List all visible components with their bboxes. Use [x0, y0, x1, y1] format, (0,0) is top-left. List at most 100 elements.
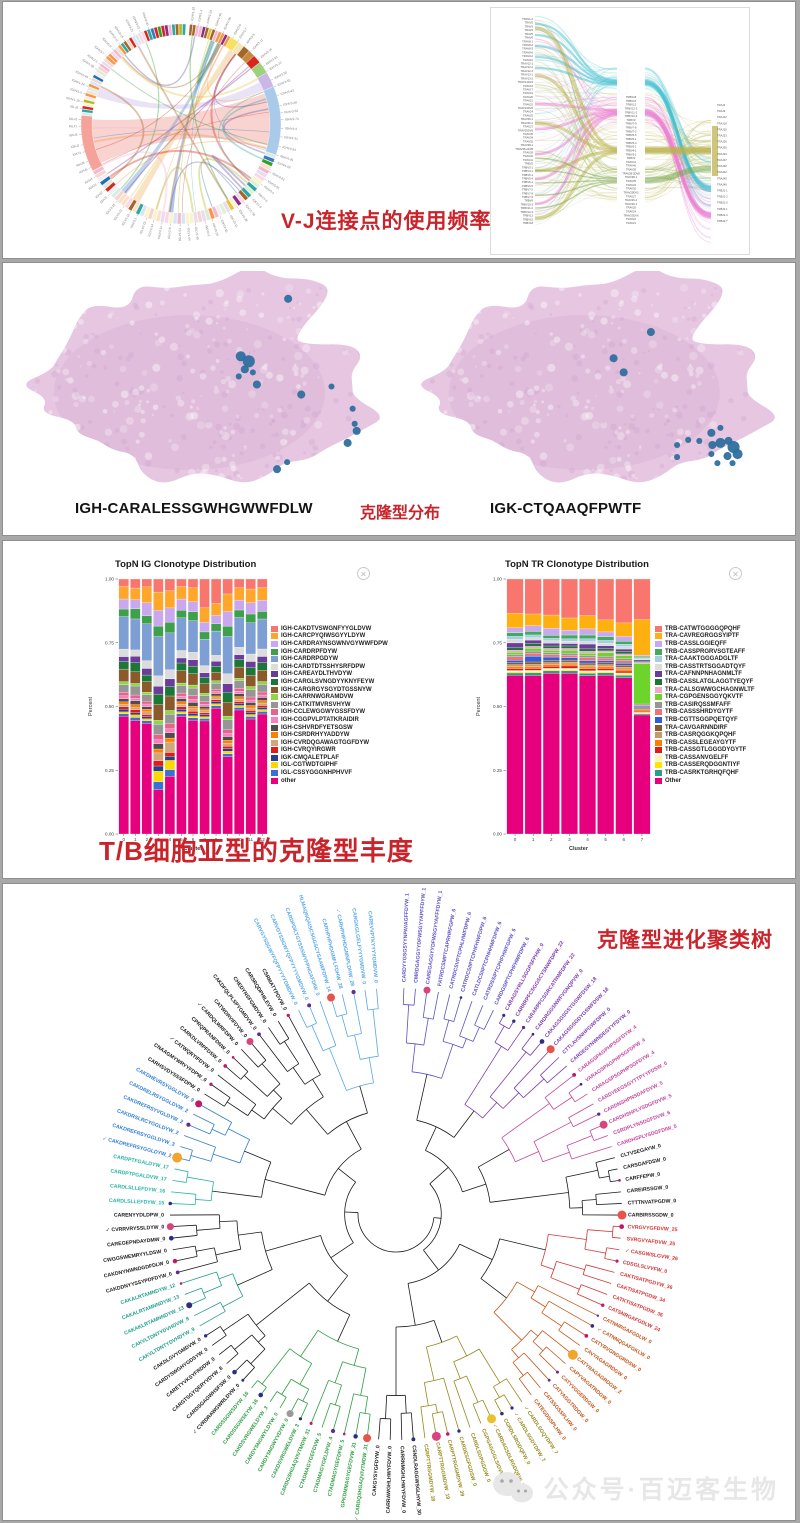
svg-text:TRAV39: TRAV39 — [523, 151, 533, 155]
legend-item: IGH-CVRQYIRGWR — [271, 747, 388, 755]
circos-chord-diagram: IGHV1-18 IGHV1-2 IGHV1-24 IGHV1-46 IGHV1-69 I… — [66, 6, 299, 241]
svg-text:IGHV3-74: IGHV3-74 — [285, 117, 299, 122]
svg-text:5: 5 — [604, 837, 607, 842]
panel-clonotype-abundance: TopN IG Clonotype Distribution 0.00 0.25 0… — [2, 540, 796, 879]
x-axis: 0 1 2 3 4 5 6 7 Cluster — [514, 834, 644, 852]
svg-text:IGHV3-33: IGHV3-33 — [277, 78, 292, 87]
svg-text:2: 2 — [146, 837, 149, 842]
svg-text:TRAV8-1: TRAV8-1 — [522, 39, 533, 43]
legend-item: TRB-CASSSHRDYGYTF — [655, 709, 755, 717]
svg-text:TRBV2: TRBV2 — [627, 156, 636, 160]
svg-text:CAREGEPNDAYDMW_0: CAREGEPNDAYDMW_0 — [107, 1236, 166, 1248]
svg-text:IGHJ5: IGHJ5 — [78, 167, 88, 175]
svg-text:IGHV3-53: IGHV3-53 — [284, 109, 298, 115]
legend-item: IGH-CARGRGYSGYDTGSSNYW — [271, 686, 388, 694]
svg-text:CARDPTPGALDVW_17: CARDPTPGALDVW_17 — [110, 1168, 167, 1182]
svg-text:TRAV35: TRAV35 — [626, 179, 636, 183]
legend-item: TRA-CAVREGRGGSYIPTF — [655, 633, 755, 641]
svg-text:TRBV6-5: TRBV6-5 — [522, 184, 534, 188]
svg-text:TRAV22: TRAV22 — [523, 102, 533, 106]
svg-text:TRBV13: TRBV13 — [523, 214, 534, 218]
svg-text:IGHV4-59: IGHV4-59 — [277, 161, 292, 170]
svg-text:TRBV5-4: TRBV5-4 — [625, 141, 637, 145]
svg-text:IGKV1-9: IGKV1-9 — [251, 198, 262, 210]
svg-text:TRAV22: TRAV22 — [626, 217, 636, 221]
svg-text:0.75: 0.75 — [105, 640, 114, 645]
svg-text:TRAV23DV6: TRAV23DV6 — [518, 106, 534, 110]
svg-text:TRAV13-1: TRAV13-1 — [521, 73, 534, 77]
svg-text:TRAV34: TRAV34 — [626, 183, 636, 187]
svg-text:Cluster: Cluster — [569, 846, 589, 852]
svg-text:TRBV7-9: TRBV7-9 — [522, 195, 534, 199]
circos-chords — [92, 35, 270, 213]
legend-item: TRA-CALSGWWGCHAGNWLTF — [655, 686, 755, 694]
ig-chart-options-icon[interactable]: ✕ — [357, 567, 370, 580]
svg-text:TRAJ42: TRAJ42 — [717, 170, 727, 174]
svg-text:TRAV2: TRAV2 — [525, 21, 534, 25]
svg-text:TRAJ9: TRAJ9 — [717, 109, 726, 113]
svg-text:Cluster: Cluster — [184, 846, 204, 852]
svg-text:IGHV3-30: IGHV3-30 — [274, 70, 288, 80]
svg-text:TRBV7-9: TRBV7-9 — [625, 122, 637, 126]
svg-text:TRAV9-2: TRAV9-2 — [522, 54, 533, 58]
svg-text:TRBV12-3: TRBV12-3 — [625, 106, 638, 110]
svg-text:3: 3 — [568, 837, 571, 842]
panel-clonotype-spatial: IGH-CARALESSGWHGWWFDLW 克隆型分布 IGK-CTQAAQF… — [2, 262, 796, 536]
svg-text:IGHV1-46: IGHV1-46 — [75, 70, 89, 80]
svg-text:TRAV38-1: TRAV38-1 — [521, 143, 534, 147]
legend-item: IGH-CARCPYQIWSGYYLDYW — [271, 633, 388, 641]
svg-text:CSRPTTRGGMDYW_18: CSRPTTRGGMDYW_18 — [422, 1444, 435, 1502]
svg-text:TRBV9: TRBV9 — [627, 118, 636, 122]
dendrogram-leaf-labels: CARDYYGSGSYYNPAVAGFFDYW_1 CMRDGAGGYYDFWSG… — [102, 887, 678, 1520]
legend-item: IGH-CARDTDTSSHYSRFDPW — [271, 663, 388, 671]
sankey-flows — [534, 15, 712, 243]
panel4-caption: 克隆型进化聚类树 — [597, 929, 773, 952]
svg-text:IGHJ1: IGHJ1 — [99, 195, 108, 204]
panel-vj-usage: IGHV1-18 IGHV1-2 IGHV1-24 IGHV1-46 IGHV1-69 I… — [2, 1, 796, 259]
svg-text:IGKV2-28: IGKV2-28 — [238, 209, 249, 223]
svg-text:TRAV17: TRAV17 — [523, 87, 533, 91]
svg-text:IGHV1-69: IGHV1-69 — [223, 16, 233, 30]
legend-item: IGH-CGGPVLPTATKRAIDIR — [271, 716, 388, 724]
svg-text:IGHV3-21: IGHV3-21 — [265, 55, 279, 66]
svg-text:0.50: 0.50 — [493, 704, 502, 709]
svg-text:TRBV18: TRBV18 — [626, 95, 637, 99]
svg-text:TRBV7-8: TRBV7-8 — [522, 191, 534, 195]
svg-text:TRBV15: TRBV15 — [523, 217, 534, 221]
svg-text:TRAV1-2: TRAV1-2 — [522, 17, 533, 21]
legend-item: IGH-CARDRPGDYW — [271, 655, 388, 663]
svg-text:IGHV2-5: IGHV2-5 — [87, 53, 99, 64]
svg-text:TRBV12-3: TRBV12-3 — [520, 210, 533, 214]
svg-text:CARDYYGSGSYYNPAVAGFFDYW_1: CARDYYGSGSYYNPAVAGFFDYW_1 — [401, 893, 410, 982]
legend-item: IGL-CSSYGGGNHPHVVF — [271, 769, 388, 777]
tr-chart-options-icon[interactable]: ✕ — [729, 567, 742, 580]
svg-text:IGLV2-14: IGLV2-14 — [147, 223, 154, 237]
tr-chart-title: TopN TR Clonotype Distribution — [505, 559, 649, 570]
svg-text:TRAV30: TRAV30 — [523, 132, 533, 136]
clonotype-spot-dots — [235, 294, 361, 474]
panel3-caption: T/B细胞亚型的克隆型丰度 — [99, 836, 414, 866]
svg-text:IGLV2-23: IGLV2-23 — [139, 221, 147, 235]
svg-text:IGHV3-9: IGHV3-9 — [245, 33, 256, 45]
svg-text:IGHV3-11: IGHV3-11 — [252, 38, 264, 51]
svg-text:TRBV3-1: TRBV3-1 — [625, 152, 637, 156]
svg-text:CARDLSLLEFDYW_15: CARDLSLLEFDYW_15 — [109, 1198, 165, 1207]
svg-text:TRBV3-1: TRBV3-1 — [522, 165, 534, 169]
svg-text:7: 7 — [203, 837, 206, 842]
svg-text:CARBIRSSGDW_0: CARBIRSSGDW_0 — [628, 1212, 674, 1218]
svg-text:TRAV38-1: TRAV38-1 — [625, 175, 638, 179]
svg-text:IGHV5-51: IGHV5-51 — [267, 179, 281, 190]
svg-text:CARRAWGHLHWYFDVW_0: CARRAWGHLHWYFDVW_0 — [386, 1446, 394, 1514]
tr-legend: TRB-CATWTGGGGQPQHF TRA-CAVREGRGGSYIPTF TRB… — [655, 625, 755, 784]
svg-text:CARSGAFDSW_0: CARSGAFDSW_0 — [623, 1156, 667, 1171]
svg-text:IGHV4-61: IGHV4-61 — [272, 172, 286, 182]
svg-text:TRAV19: TRAV19 — [523, 91, 533, 95]
legend-item: TRB-CASSGTLGGGDYGYTF — [655, 747, 755, 755]
legend-item: IGH-CARDRAYNSGWNVGYWWFDPW — [271, 640, 388, 648]
svg-text:IGHV1-2: IGHV1-2 — [70, 87, 83, 95]
svg-text:TRBJ2-3: TRBJ2-3 — [717, 213, 728, 217]
svg-text:✓ CASGWSLGVW_26: ✓ CASGWSLGVW_26 — [625, 1248, 679, 1262]
legend-item: IGH-CSHVRDFYETSGSW — [271, 724, 388, 732]
svg-text:TRAV8-2: TRAV8-2 — [522, 43, 533, 47]
svg-text:IGHV3-48: IGHV3-48 — [283, 100, 298, 106]
